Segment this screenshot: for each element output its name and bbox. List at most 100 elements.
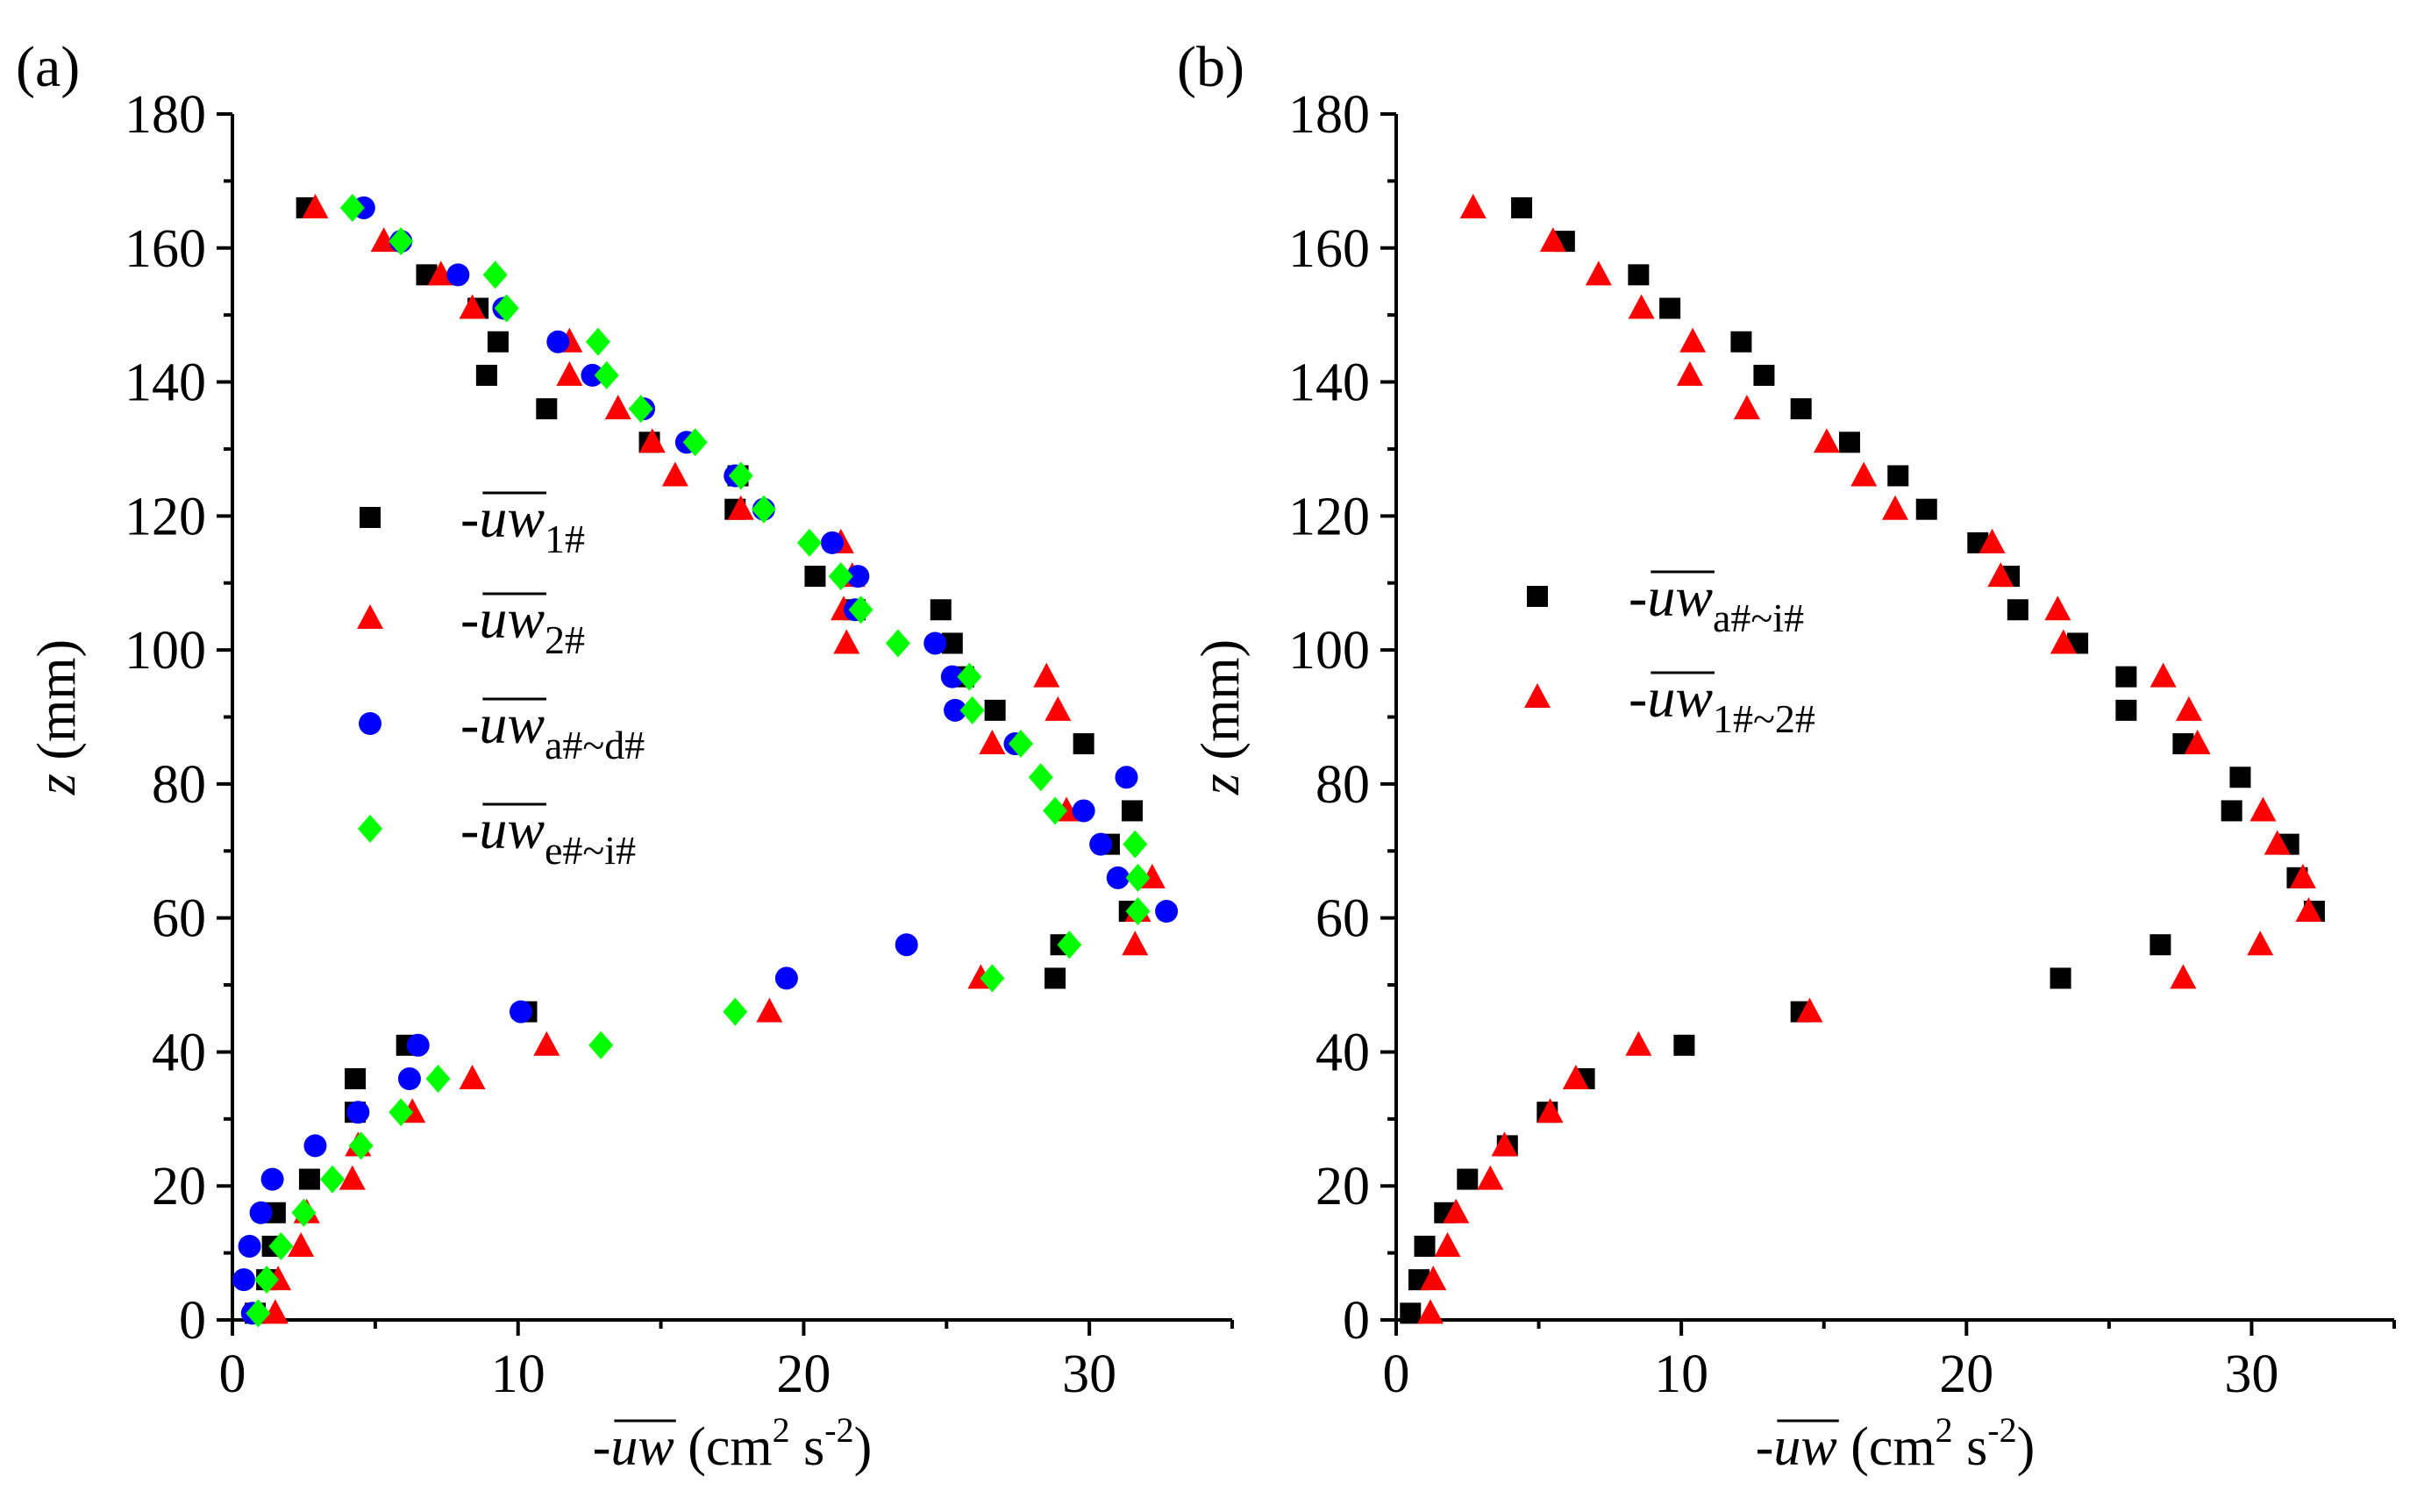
legend: -uwa#~i#-uw1#~2#: [1524, 566, 1815, 741]
data-point: [2221, 800, 2242, 822]
x-tick-label: 10: [1654, 1344, 1708, 1404]
series-2#: [261, 193, 1166, 1324]
data-point: [2295, 897, 2322, 923]
y-tick-label: 120: [125, 487, 206, 546]
x-axis-units: (cm: [1837, 1417, 1936, 1477]
x-tick-label: 30: [1062, 1344, 1116, 1404]
legend-prefix: -: [460, 487, 479, 549]
y-tick-label: 140: [125, 353, 206, 413]
data-point: [232, 1268, 256, 1292]
legend-overbar-text: uw: [1647, 566, 1713, 628]
x-tick-label: 30: [2224, 1344, 2278, 1404]
y-tick-label: 80: [152, 755, 206, 815]
x-axis-prefix: -: [1756, 1417, 1774, 1477]
x-axis-label: -uw (cm2 s-2): [1756, 1410, 2036, 1477]
data-point: [1915, 498, 1937, 520]
x-axis-overbar-text: uw: [610, 1417, 674, 1477]
data-point: [246, 1299, 271, 1328]
legend: -uw1#-uw2#-uwa#~d#-uwe#~i#: [357, 487, 645, 873]
y-tick-label: 60: [1315, 889, 1370, 949]
legend-subscript: a#~d#: [545, 723, 645, 767]
data-point: [1443, 1198, 1470, 1223]
data-point: [1987, 562, 2014, 588]
panel-label: (b): [1177, 35, 1244, 99]
data-point: [1676, 360, 1703, 386]
data-point: [774, 966, 798, 990]
y-axis-label: z (mm): [27, 639, 87, 795]
x-axis-exponent: -2: [824, 1410, 853, 1450]
data-point: [389, 227, 414, 256]
data-point: [723, 997, 748, 1026]
data-point: [588, 1031, 614, 1059]
data-point: [509, 1000, 532, 1023]
x-axis-exponent: 2: [1936, 1410, 1953, 1450]
data-point: [2289, 863, 2316, 888]
data-point: [320, 1165, 345, 1194]
chart-panel-b: 0 10 20 30 0 20 40 60 80 100 120 140 160 180 (b) z (mm)…: [1177, 35, 2396, 1477]
y-tick-label: 20: [1315, 1157, 1370, 1216]
data-point: [930, 599, 952, 621]
data-point: [1730, 331, 1752, 353]
data-point: [1106, 866, 1130, 889]
legend-entry: -uw2#: [460, 588, 585, 662]
data-point: [661, 461, 688, 487]
data-point: [2229, 767, 2251, 788]
legend-overbar-text: uw: [479, 693, 545, 755]
data-point: [1125, 863, 1151, 892]
data-point: [628, 395, 653, 424]
data-point: [2150, 934, 2171, 956]
x-axis-label: -uw (cm2 s-2): [593, 1410, 873, 1477]
legend-entry: -uwa#~d#: [460, 693, 645, 767]
data-point: [1028, 763, 1053, 792]
legend-marker: [360, 507, 381, 528]
data-point: [1679, 327, 1707, 353]
y-tick-label: 180: [125, 85, 206, 145]
data-point: [1659, 297, 1681, 319]
data-point: [288, 1231, 315, 1257]
legend-marker: [1527, 586, 1548, 607]
data-point: [1400, 1302, 1422, 1324]
data-point: [728, 461, 753, 490]
y-tick-label: 60: [152, 889, 206, 949]
data-point: [1045, 967, 1066, 989]
data-point: [940, 665, 964, 688]
data-point: [828, 562, 853, 591]
y-axis-units: (mm): [1191, 639, 1251, 774]
y-axis-units: (mm): [27, 639, 87, 774]
legend-entry: -uw1#~2#: [1629, 667, 1815, 741]
data-point: [459, 1065, 486, 1089]
data-point: [446, 263, 470, 287]
data-point: [291, 1198, 317, 1227]
data-point: [1887, 465, 1909, 487]
legend-subscript: a#~i#: [1713, 596, 1804, 640]
data-point: [482, 260, 508, 289]
legend-overbar-text: uw: [479, 798, 545, 860]
y-tick-label: 100: [1288, 621, 1370, 681]
data-point: [1122, 800, 1143, 822]
data-point: [1536, 1098, 1564, 1123]
data-point: [1477, 1165, 1504, 1190]
data-point: [2264, 830, 2291, 855]
x-tick-label: 20: [1939, 1344, 1993, 1404]
x-axis-units-mid: s: [1953, 1417, 1988, 1477]
data-point: [751, 495, 776, 524]
data-point: [389, 1098, 414, 1127]
data-point: [1539, 227, 1566, 253]
x-tick-label: 0: [219, 1344, 246, 1404]
data-point: [1434, 1231, 1461, 1257]
data-point: [1511, 196, 1533, 218]
data-point: [2175, 695, 2202, 721]
legend-entry: -uw1#: [460, 487, 585, 561]
x-axis-exponent: -2: [1987, 1410, 2016, 1450]
data-point: [1457, 1168, 1479, 1190]
data-point: [1491, 1131, 1518, 1157]
data-point: [1790, 398, 1812, 420]
legend-subscript: 1#~2#: [1713, 696, 1815, 741]
data-point: [346, 1101, 370, 1124]
data-point: [2184, 730, 2211, 755]
panel-label: (a): [16, 35, 80, 99]
y-tick-label: 80: [1315, 755, 1370, 815]
x-axis-units-close: ): [2017, 1417, 2036, 1477]
y-tick-label: 160: [1288, 219, 1370, 279]
x-axis-units-close: ): [854, 1417, 873, 1477]
